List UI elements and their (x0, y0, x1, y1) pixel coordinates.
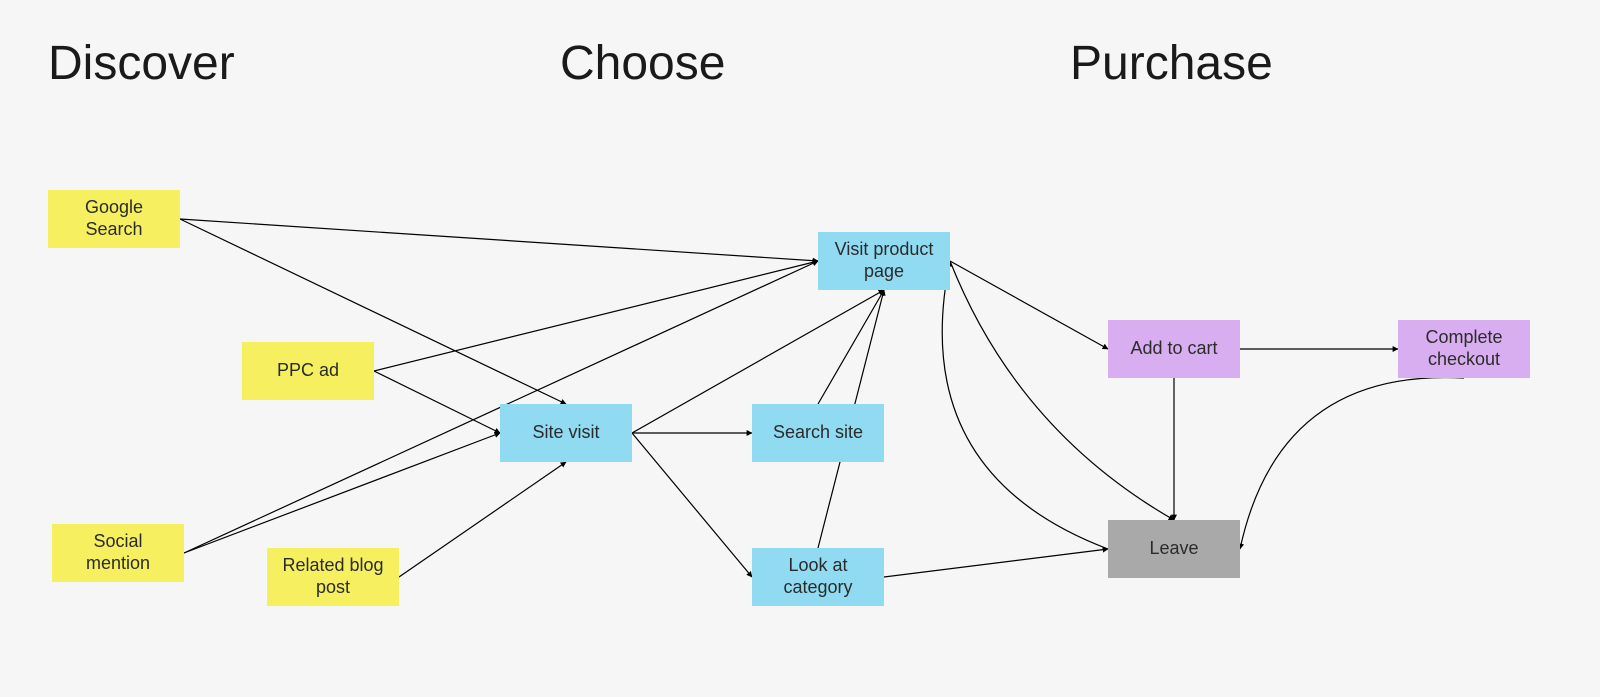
edge (1240, 377, 1464, 549)
node-social-mention: Social mention (52, 524, 184, 582)
edge (942, 261, 1108, 549)
edge (950, 261, 1108, 349)
edge (399, 462, 566, 577)
diagram-stage: { "type": "flowchart", "canvas": { "widt… (0, 0, 1600, 697)
node-site-visit: Site visit (500, 404, 632, 462)
edge (184, 433, 500, 553)
edge (632, 433, 752, 577)
edge (180, 219, 818, 261)
heading-discover: Discover (48, 36, 235, 91)
heading-purchase: Purchase (1070, 36, 1273, 91)
node-visit-product: Visit product page (818, 232, 950, 290)
heading-choose: Choose (560, 36, 725, 91)
node-add-to-cart: Add to cart (1108, 320, 1240, 378)
node-leave: Leave (1108, 520, 1240, 578)
node-related-blog: Related blog post (267, 548, 399, 606)
node-complete-checkout: Complete checkout (1398, 320, 1530, 378)
node-google-search: Google Search (48, 190, 180, 248)
edge (950, 261, 1174, 520)
node-look-category: Look at category (752, 548, 884, 606)
edge (374, 261, 818, 371)
edge (884, 549, 1108, 577)
edge (374, 371, 500, 433)
node-search-site: Search site (752, 404, 884, 462)
edge (818, 290, 884, 404)
node-ppc-ad: PPC ad (242, 342, 374, 400)
